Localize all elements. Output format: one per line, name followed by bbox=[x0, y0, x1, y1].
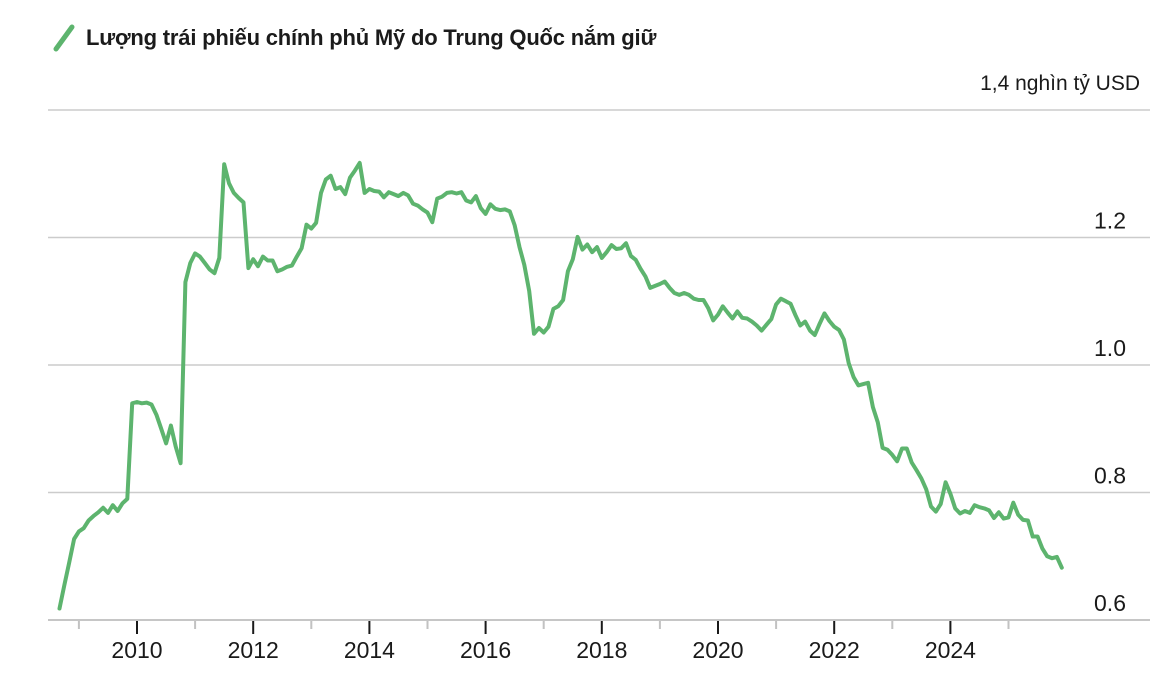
y-axis-unit-label: 1,4 nghìn tỷ USD bbox=[980, 72, 1140, 95]
legend: Lượng trái phiếu chính phủ Mỹ do Trung Q… bbox=[52, 24, 656, 52]
x-tick-label: 2012 bbox=[228, 637, 279, 663]
x-tick-label: 2018 bbox=[576, 637, 627, 663]
x-tick-label: 2022 bbox=[809, 637, 860, 663]
y-tick-label: 0.8 bbox=[1094, 463, 1126, 489]
x-tick-label: 2020 bbox=[692, 637, 743, 663]
x-tick-label: 2014 bbox=[344, 637, 395, 663]
series-line bbox=[57, 160, 1064, 611]
chart-title: Lượng trái phiếu chính phủ Mỹ do Trung Q… bbox=[86, 25, 657, 50]
x-tick-label: 2016 bbox=[460, 637, 511, 663]
y-tick-label: 1.0 bbox=[1094, 335, 1126, 361]
x-tick-label: 2024 bbox=[925, 637, 976, 663]
y-tick-label: 0.6 bbox=[1094, 590, 1126, 616]
x-tick-label: 2010 bbox=[111, 637, 162, 663]
legend-line-icon bbox=[53, 24, 75, 52]
y-tick-label: 1.2 bbox=[1094, 208, 1126, 234]
